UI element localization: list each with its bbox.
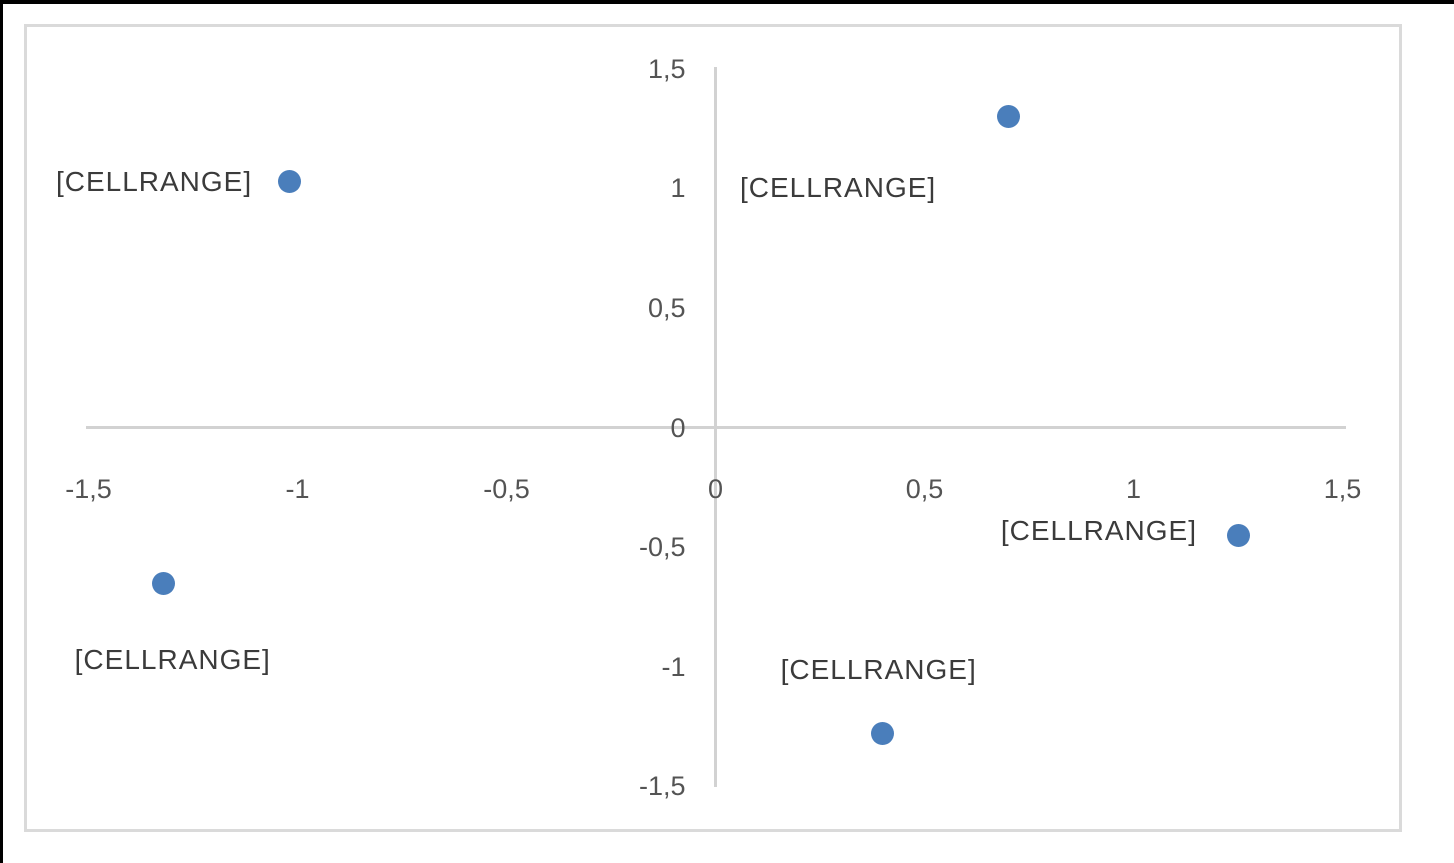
- x-tick-label: 1: [1125, 473, 1142, 504]
- data-point-label: [CELLRANGE]: [780, 653, 977, 685]
- x-tick-label: -1,5: [65, 473, 112, 504]
- data-point-label: [CELLRANGE]: [740, 172, 937, 204]
- data-point: [871, 722, 895, 746]
- data-point: [996, 104, 1020, 128]
- y-tick-label: 1: [670, 173, 686, 204]
- y-tick-label: -1,5: [638, 771, 686, 802]
- y-tick-label: 1,5: [647, 53, 686, 84]
- data-point: [277, 169, 301, 193]
- y-tick-label: 0,5: [647, 292, 686, 323]
- data-point-label: [CELLRANGE]: [1000, 515, 1197, 547]
- page-left-edge: [0, 0, 3, 863]
- y-tick-label: -1: [661, 651, 686, 682]
- scatter-chart: -1,5 -1 -0,5 0 0,5 1 1,5 1,5 1 0,5 0 -0,5 -1 -1,5 [C…: [24, 24, 1402, 832]
- data-point-label: [CELLRANGE]: [74, 644, 271, 676]
- y-tick-label: 0: [670, 412, 686, 443]
- x-tick-label: 1,5: [1323, 473, 1362, 504]
- x-tick-label: 0: [707, 473, 724, 504]
- x-tick-label: 0,5: [905, 473, 944, 504]
- data-point: [1226, 523, 1250, 547]
- x-tick-label: -0,5: [483, 473, 530, 504]
- page-top-edge: [0, 0, 1454, 4]
- data-point: [152, 571, 176, 595]
- y-axis-line: [714, 67, 717, 787]
- data-point-label: [CELLRANGE]: [55, 166, 253, 198]
- x-tick-label: -1: [285, 473, 310, 504]
- y-tick-label: -0,5: [638, 532, 686, 563]
